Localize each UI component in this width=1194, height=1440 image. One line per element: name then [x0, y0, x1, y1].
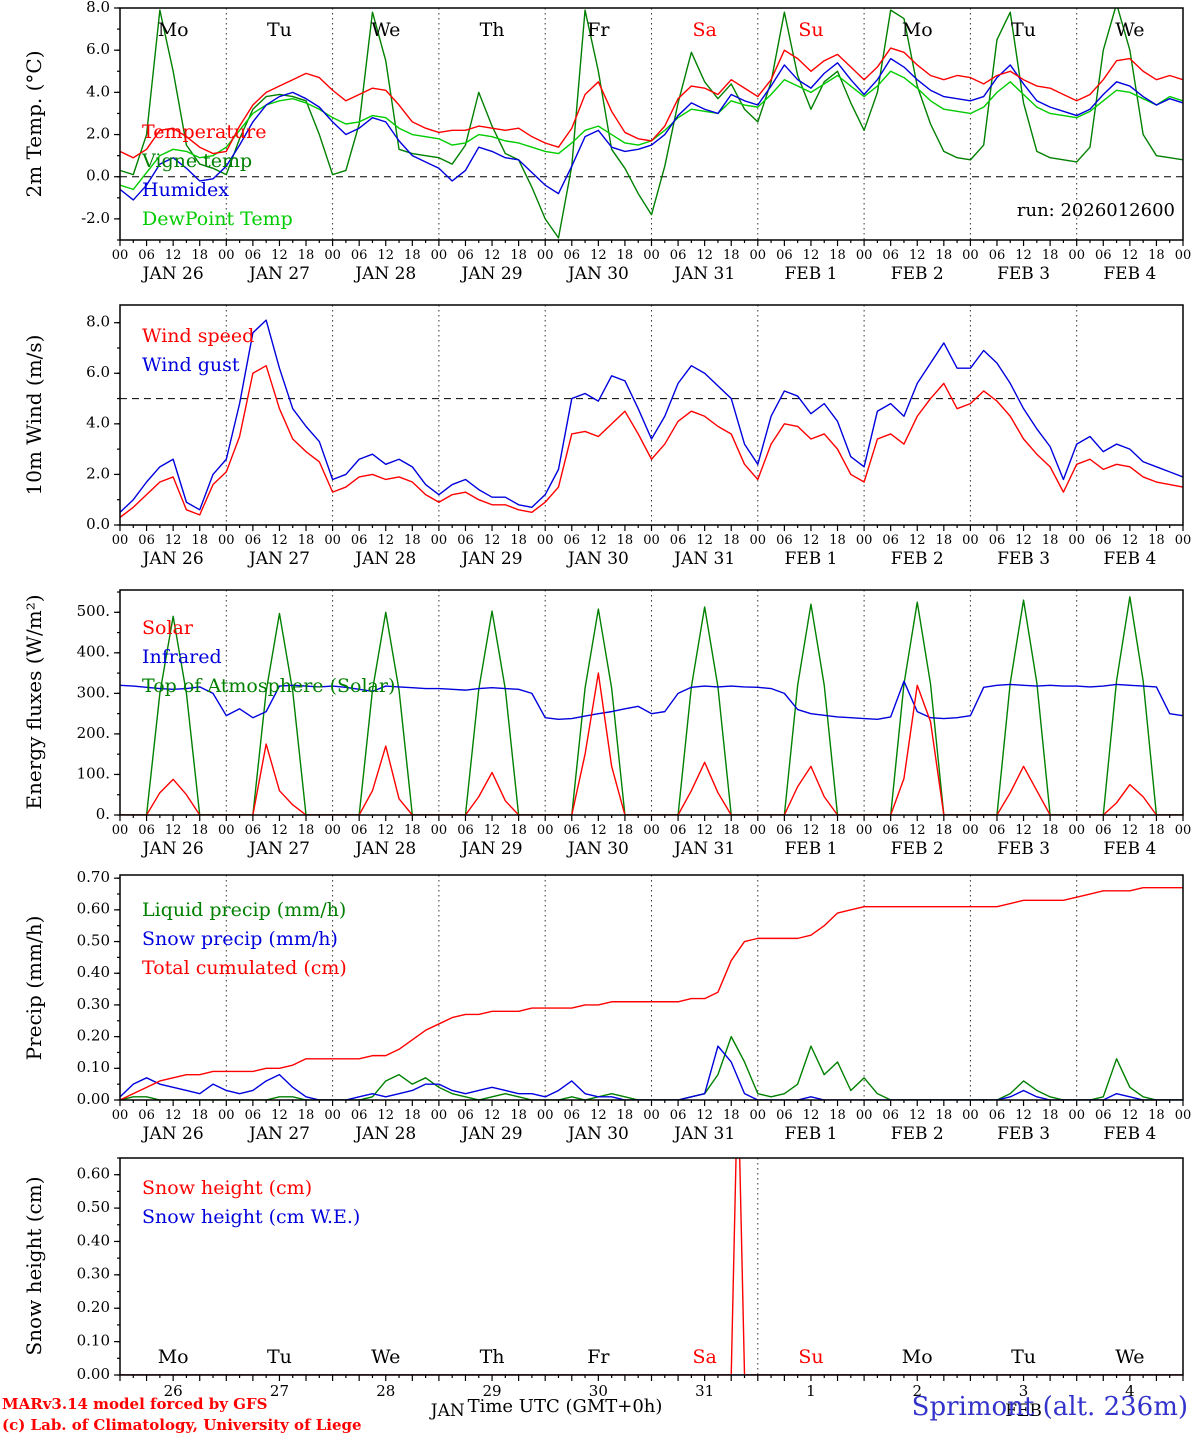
y-axis-label-wind: 10m Wind (m/s): [22, 334, 46, 496]
legend-wind: Wind speed Wind gust: [142, 322, 254, 380]
legend-item-solar: Solar: [142, 617, 193, 639]
legend-item-cumulated: Total cumulated (cm): [142, 957, 347, 979]
y-axis-label-flux: Energy fluxes (W/m²): [22, 594, 46, 810]
y-axis-label-precip: Precip (mm/h): [22, 915, 46, 1061]
legend-item-humidex: Humidex: [142, 179, 230, 201]
credit-line-lab: (c) Lab. of Climatology, University of L…: [2, 1416, 362, 1434]
legend-item-snow-height-we: Snow height (cm W.E.): [142, 1206, 361, 1228]
credit-text: MARv3.14 model forced by GFS (c) Lab. of…: [2, 1394, 362, 1436]
legend-item-vigne: Vigne temp: [142, 150, 253, 172]
legend-flux: Solar Infrared Top of Atmosphere (Solar): [142, 614, 395, 701]
legend-item-dewpoint: DewPoint Temp: [142, 208, 293, 230]
legend-item-infrared: Infrared: [142, 646, 222, 668]
run-label: run: 2026012600: [1016, 200, 1175, 221]
legend-item-wind-gust: Wind gust: [142, 354, 240, 376]
legend-item-temperature: Temperature: [142, 121, 267, 143]
legend-snow: Snow height (cm) Snow height (cm W.E.): [142, 1174, 360, 1232]
y-axis-label-snow: Snow height (cm): [22, 1176, 46, 1356]
legend-item-liquid-precip: Liquid precip (mm/h): [142, 899, 347, 921]
credit-line-model: MARv3.14 model forced by GFS: [2, 1395, 268, 1413]
legend-precip: Liquid precip (mm/h) Snow precip (mm/h) …: [142, 896, 347, 983]
legend-item-wind-speed: Wind speed: [142, 325, 255, 347]
legend-temp: Temperature Vigne temp Humidex DewPoint …: [142, 118, 293, 234]
legend-item-snow-precip: Snow precip (mm/h): [142, 928, 338, 950]
legend-item-snow-height: Snow height (cm): [142, 1177, 313, 1199]
station-label: Sprimont (alt. 236m): [911, 1392, 1188, 1422]
legend-item-toa: Top of Atmosphere (Solar): [142, 675, 396, 697]
y-axis-label-temp: 2m Temp. (°C): [22, 50, 46, 198]
x-axis-title: Time UTC (GMT+0h): [467, 1396, 663, 1417]
